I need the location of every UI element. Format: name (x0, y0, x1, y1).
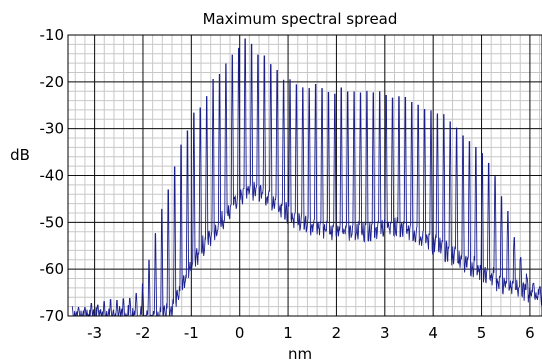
y-axis-label: dB (10, 146, 30, 164)
x-tick-label: 1 (283, 324, 293, 342)
y-tick-label: -70 (40, 307, 65, 325)
chart-title: Maximum spectral spread (203, 10, 398, 28)
x-tick-label: 4 (428, 324, 438, 342)
x-tick-label: 5 (477, 324, 487, 342)
y-tick-label: -10 (40, 26, 65, 44)
x-tick-label: 2 (332, 324, 342, 342)
x-tick-label: 0 (235, 324, 245, 342)
y-tick-label: -50 (40, 213, 65, 231)
y-tick-label: -30 (40, 120, 65, 138)
plot-frame (67, 34, 542, 317)
x-tick-label: 6 (525, 324, 535, 342)
x-tick-label: -2 (135, 324, 150, 342)
x-axis-label: nm (288, 345, 312, 362)
y-tick-label: -40 (40, 167, 65, 185)
y-tick-label: -60 (40, 260, 65, 278)
x-axis-ticks: -3 -2 -1 0 1 2 3 4 5 6 (87, 324, 535, 342)
x-tick-label: -1 (184, 324, 199, 342)
y-tick-label: -20 (40, 73, 65, 91)
x-tick-label: -3 (87, 324, 102, 342)
y-axis-ticks: -10 -20 -30 -40 -50 -60 -70 (40, 26, 65, 325)
x-tick-label: 3 (380, 324, 390, 342)
